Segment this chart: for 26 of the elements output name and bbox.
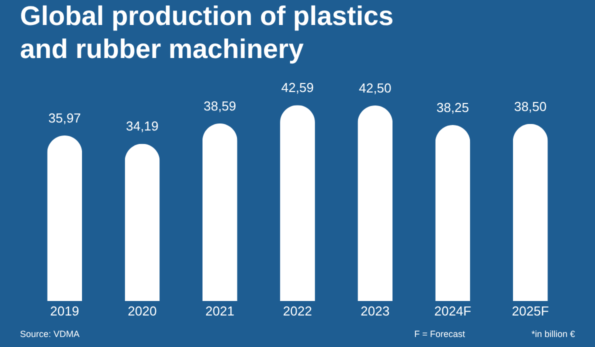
bar bbox=[280, 105, 315, 301]
x-tick-label: 2022 bbox=[283, 304, 312, 318]
bar bbox=[358, 106, 393, 301]
data-label: 38,25 bbox=[436, 100, 470, 116]
text: *in billion € bbox=[531, 329, 575, 339]
source-note: Source: VDMA bbox=[20, 329, 80, 339]
x-tick-label: 2025F bbox=[512, 304, 549, 318]
data-label: 42,50 bbox=[358, 80, 392, 96]
text: Global production of plastics bbox=[20, 1, 394, 32]
data-label: 38,59 bbox=[204, 98, 236, 114]
data-label: 34,19 bbox=[126, 118, 159, 134]
bar bbox=[435, 125, 470, 301]
bar bbox=[124, 144, 160, 301]
text: F = Forecast bbox=[414, 329, 466, 339]
bar bbox=[47, 136, 82, 301]
data-label: 38,50 bbox=[514, 98, 547, 114]
x-tick-label: 2020 bbox=[128, 304, 157, 318]
data-label: 35,97 bbox=[48, 110, 81, 126]
bar bbox=[512, 124, 548, 301]
x-tick-label: 2019 bbox=[50, 304, 80, 318]
data-label: 42,59 bbox=[281, 80, 314, 96]
text: and rubber machinery bbox=[20, 34, 304, 64]
x-tick-label: 2021 bbox=[205, 304, 234, 318]
bar bbox=[202, 123, 238, 301]
x-tick-label: 2023 bbox=[360, 304, 390, 318]
x-tick-label: 2024F bbox=[434, 304, 472, 318]
